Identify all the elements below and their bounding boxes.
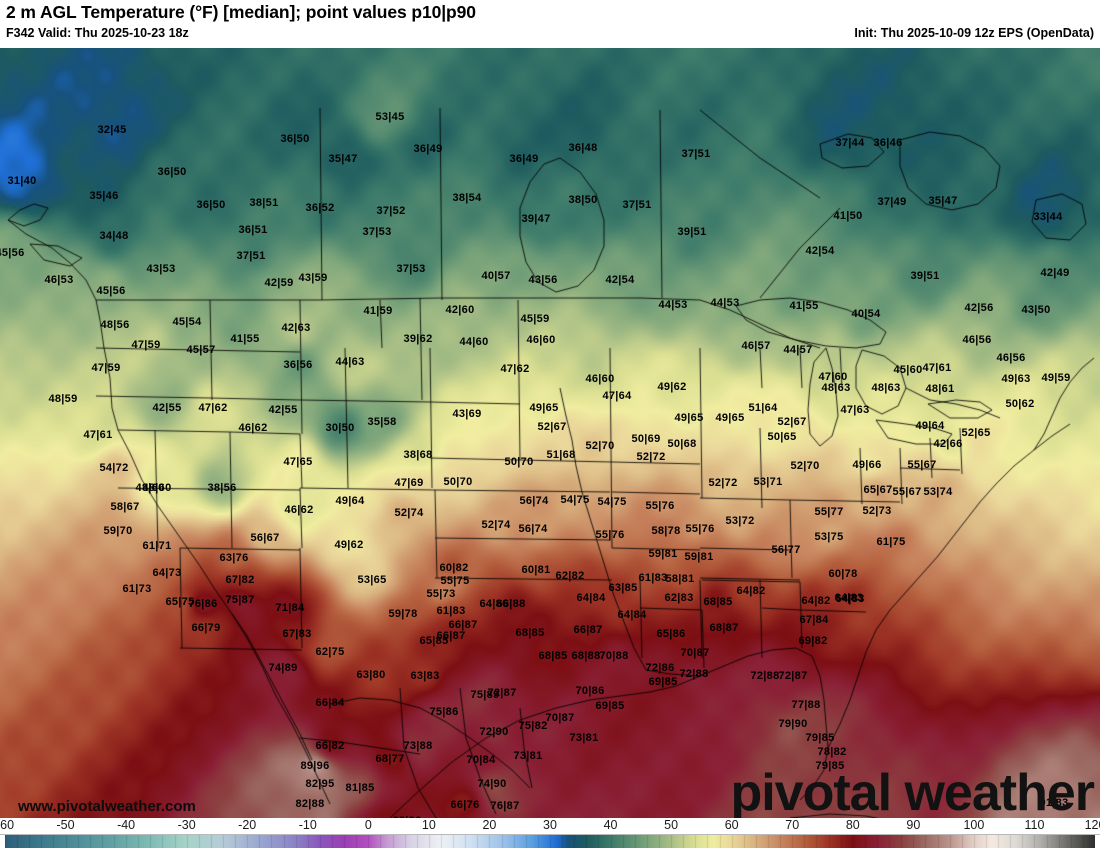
brand-watermark: pivotal weather — [730, 764, 1095, 818]
colorbar-tick: -30 — [177, 818, 196, 832]
colorbar-tick: 40 — [603, 818, 618, 832]
colorbar-tick: -10 — [298, 818, 317, 832]
colorbar-tick: 70 — [785, 818, 800, 832]
colorbar-tick: 0 — [364, 818, 372, 832]
colorbar-tick: 80 — [845, 818, 860, 832]
site-url-watermark: www.pivotalweather.com — [18, 798, 196, 815]
colorbar-tick: -20 — [238, 818, 257, 832]
colorbar-tick: 50 — [664, 818, 679, 832]
colorbar-tick: 60 — [724, 818, 739, 832]
page-title: 2 m AGL Temperature (°F) [median]; point… — [6, 2, 476, 22]
colorbar-tick: 20 — [482, 818, 497, 832]
colorbar-tick: 10 — [421, 818, 436, 832]
colorbar-tick: -50 — [56, 818, 75, 832]
colorbar-gradient — [5, 835, 1095, 848]
colorbar-tick: 100 — [963, 818, 985, 832]
map-raster-canvas — [0, 48, 1100, 818]
colorbar-tick: 110 — [1024, 818, 1045, 832]
colorbar-rule — [0, 834, 1100, 835]
temperature-map[interactable]: 32|45 36|50 31|40 36|50 35|46 36|50 38|51 36|52… — [0, 48, 1100, 818]
init-time-label: Init: Thu 2025-10-09 12z EPS (OpenData) — [854, 26, 1094, 40]
colorbar: -60 -50 -40 -30 -20 -10 0 10 20 30 40 50 60 70 80 90 100… — [0, 818, 1100, 850]
colorbar-tick: 30 — [543, 818, 557, 832]
colorbar-tick: 90 — [906, 818, 921, 832]
valid-time-label: F342 Valid: Thu 2025-10-23 18z — [6, 26, 189, 40]
colorbar-tick-labels: -60 -50 -40 -30 -20 -10 0 10 20 30 40 50 60 70 80 90 100… — [0, 818, 1100, 834]
colorbar-tick: -60 — [0, 818, 15, 832]
colorbar-tick: 120 — [1084, 818, 1100, 832]
map-header: 2 m AGL Temperature (°F) [median]; point… — [0, 0, 1100, 48]
colorbar-tick: -40 — [117, 818, 136, 832]
